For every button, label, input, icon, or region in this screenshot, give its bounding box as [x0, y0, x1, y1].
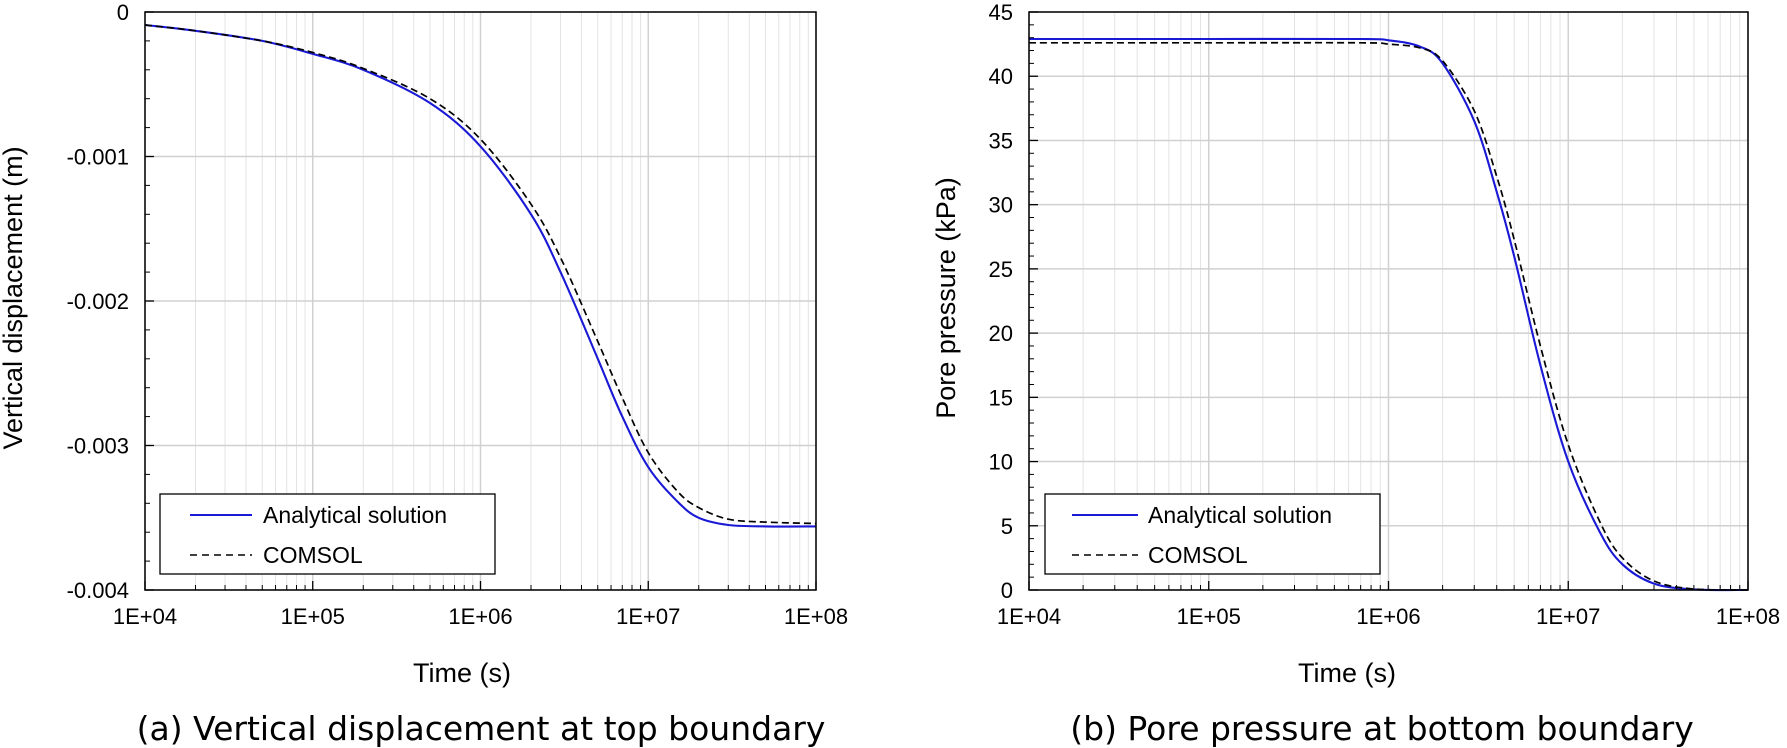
series-line-comsol	[144, 24, 817, 525]
x-tick-label: 1E+08	[1716, 604, 1780, 629]
x-tick-labels: 1E+04 1E+05 1E+06 1E+07 1E+08	[113, 604, 848, 629]
panel-caption: (a) Vertical displacement at top boundar…	[137, 709, 826, 748]
y-tick-label: -0.003	[67, 434, 129, 459]
y-tick-label: 45	[989, 0, 1013, 25]
y-tick-label: -0.004	[67, 578, 129, 603]
x-tick-label: 1E+05	[281, 604, 345, 629]
x-tick-labels: 1E+04 1E+05 1E+06 1E+07 1E+08	[997, 604, 1780, 629]
series-line-comsol	[1029, 41, 1749, 591]
y-tick-labels: 0 -0.001 -0.002 -0.003 -0.004	[67, 0, 129, 603]
y-tick-labels: 0 5 10 15 20 25 30 35 40 45	[989, 0, 1013, 603]
x-tick-label: 1E+04	[997, 604, 1061, 629]
legend: Analytical solution COMSOL	[1044, 493, 1381, 575]
x-tick-label: 1E+07	[616, 604, 680, 629]
y-tick-label: 0	[1001, 578, 1013, 603]
plot-series	[144, 23, 817, 528]
y-tick-label: 0	[117, 0, 129, 25]
legend-label-comsol: COMSOL	[1148, 542, 1248, 568]
y-tick-label: 15	[989, 385, 1013, 410]
legend: Analytical solution COMSOL	[159, 493, 496, 575]
y-tick-label: 10	[989, 450, 1013, 475]
x-tick-label: 1E+04	[113, 604, 177, 629]
x-tick-label: 1E+05	[1177, 604, 1241, 629]
axis-ticks	[144, 11, 817, 591]
axis-ticks	[1028, 11, 1749, 591]
y-tick-label: 40	[989, 64, 1013, 89]
legend-label-comsol: COMSOL	[263, 542, 363, 568]
x-axis-title: Time (s)	[413, 658, 511, 688]
legend-box	[159, 493, 496, 575]
y-tick-label: 30	[989, 193, 1013, 218]
x-tick-label: 1E+06	[448, 604, 512, 629]
legend-box	[1044, 493, 1381, 575]
y-tick-label: 25	[989, 257, 1013, 282]
panel-caption: (b) Pore pressure at bottom boundary	[1070, 709, 1694, 748]
plot-series	[1029, 37, 1749, 592]
x-tick-label: 1E+08	[784, 604, 848, 629]
y-tick-label: -0.002	[67, 289, 129, 314]
legend-label-analytical: Analytical solution	[1148, 502, 1332, 528]
series-line-analytical	[144, 23, 817, 528]
series-line-analytical	[1029, 37, 1749, 592]
legend-label-analytical: Analytical solution	[263, 502, 447, 528]
y-axis-title: Pore pressure (kPa)	[931, 177, 961, 419]
y-tick-label: 35	[989, 128, 1013, 153]
y-axis-title: Vertical displacement (m)	[0, 146, 28, 449]
panel-pore-pressure: 1E+04 1E+05 1E+06 1E+07 1E+08 0 5 10 15 20 25 30 35…	[931, 0, 1780, 748]
x-tick-label: 1E+07	[1536, 604, 1600, 629]
y-tick-label: 5	[1001, 514, 1013, 539]
y-tick-label: 20	[989, 321, 1013, 346]
x-axis-title: Time (s)	[1298, 658, 1396, 688]
y-tick-label: -0.001	[67, 145, 129, 170]
x-tick-label: 1E+06	[1356, 604, 1420, 629]
panel-vertical-displacement: 1E+04 1E+05 1E+06 1E+07 1E+08 0 -0.001 -0.002 -…	[0, 0, 848, 748]
